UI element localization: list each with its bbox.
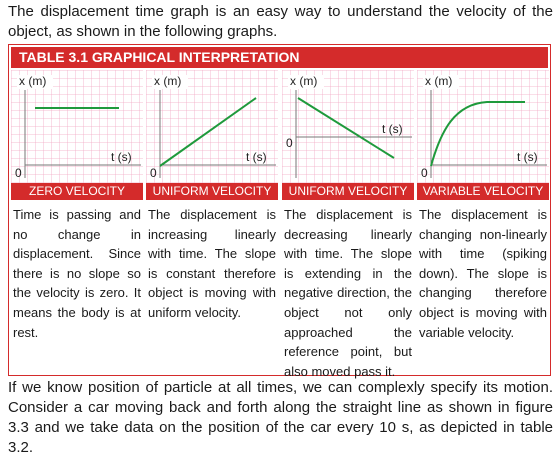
x-axis-label: t (s): [111, 150, 132, 164]
column: x (m) t (s) 0 UNIFORM VELOCITY The displacem…: [282, 70, 414, 381]
caption: ZERO VELOCITY: [11, 183, 143, 200]
origin-label: 0: [421, 166, 428, 180]
x-axis-label: t (s): [382, 122, 403, 136]
column: x (m) t (s) 0 UNIFORM VELOCITY The displacem…: [146, 70, 278, 323]
caption: UNIFORM VELOCITY: [282, 183, 414, 200]
y-axis-label: x (m): [425, 74, 452, 88]
graph-panel: x (m) t (s) 0: [146, 70, 278, 183]
description: Time is passing and no change in displac…: [13, 207, 141, 340]
graph-line: [430, 101, 525, 167]
graph-panel: x (m) t (s) 0: [282, 70, 414, 183]
label-bg: [17, 75, 53, 89]
table-title: TABLE 3.1 GRAPHICAL INTERPRETATION: [11, 47, 548, 68]
column: x (m) t (s) 0 VARIABLE VELOCITY The displace…: [417, 70, 549, 342]
description: The displacement is increasing linearly …: [148, 207, 276, 320]
y-axis-label: x (m): [19, 74, 46, 88]
origin-label: 0: [15, 166, 22, 180]
column: x (m) t (s) 0 ZERO VELOCITY Time is passing …: [11, 70, 143, 342]
origin-label: 0: [286, 136, 293, 150]
intro-text: The displacement time graph is an easy w…: [8, 3, 553, 40]
graph-panel: x (m) t (s) 0: [11, 70, 143, 183]
description: The displacement is decreasing linearly …: [284, 207, 412, 379]
graph-line: [159, 97, 257, 167]
label-bg: [423, 75, 459, 89]
caption: VARIABLE VELOCITY: [417, 183, 549, 200]
graph-panel: x (m) t (s) 0: [417, 70, 549, 183]
x-axis-label: t (s): [517, 150, 538, 164]
outro-text: If we know position of particle at all t…: [8, 379, 553, 456]
table-box: TABLE 3.1 GRAPHICAL INTERPRETATION x (m)…: [8, 44, 551, 379]
graph-line: [297, 97, 395, 159]
origin-label: 0: [150, 166, 157, 180]
description: The displacement is changing non-linearl…: [419, 207, 547, 340]
label-bg: [152, 75, 188, 89]
page: {"intro": "The displacement time graph i…: [8, 3, 553, 456]
y-axis-label: x (m): [290, 74, 317, 88]
x-axis-label: t (s): [246, 150, 267, 164]
label-bg: [288, 75, 324, 89]
y-axis-label: x (m): [154, 74, 181, 88]
caption: UNIFORM VELOCITY: [146, 183, 278, 200]
